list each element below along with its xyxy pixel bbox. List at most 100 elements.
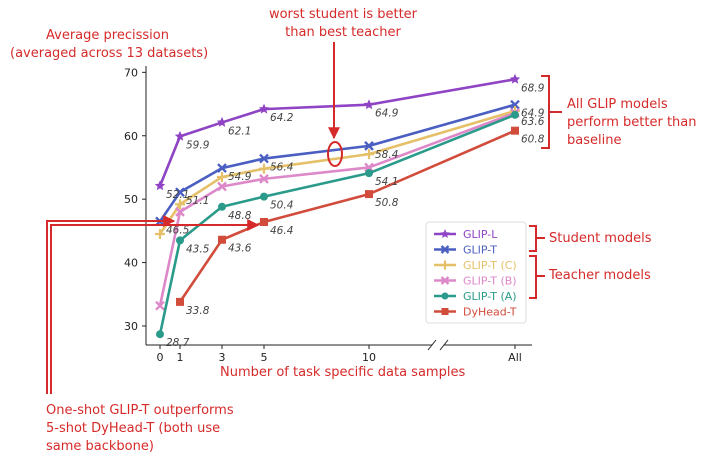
data-point bbox=[509, 73, 521, 84]
annotation-arrow-oneshot bbox=[46, 215, 176, 394]
data-label: 51.1 bbox=[186, 195, 209, 207]
data-point bbox=[365, 190, 373, 199]
data-label: 46.5 bbox=[166, 224, 190, 236]
data-label: 58.4 bbox=[375, 149, 398, 161]
legend-label: GLIP-T (C) bbox=[463, 259, 517, 272]
data-point bbox=[175, 199, 185, 210]
data-point bbox=[176, 297, 184, 306]
data-point bbox=[365, 169, 373, 178]
data-label: 59.9 bbox=[186, 139, 210, 151]
data-point bbox=[259, 163, 269, 174]
series-line-glip-t-a bbox=[158, 113, 516, 335]
chart-series bbox=[154, 73, 521, 339]
data-point bbox=[176, 236, 184, 245]
data-point bbox=[364, 141, 374, 151]
y-axis-title-line1: Average precission bbox=[46, 28, 169, 43]
annotation-arrow-fiveshot bbox=[50, 219, 260, 394]
data-point bbox=[175, 206, 185, 217]
x-axis-break-mark bbox=[427, 339, 437, 351]
data-point bbox=[155, 229, 165, 240]
data-point bbox=[260, 217, 268, 226]
data-point bbox=[259, 153, 269, 164]
data-label: 46.4 bbox=[270, 225, 293, 237]
data-point bbox=[154, 180, 166, 191]
data-label: 33.8 bbox=[186, 305, 210, 317]
data-point bbox=[217, 181, 227, 192]
x-axis-break-mark bbox=[439, 339, 449, 351]
annotation-bracket-teacher bbox=[529, 255, 537, 299]
data-label: 64.9 bbox=[375, 108, 399, 120]
chart-axes: 30 40 50 60 70 0 1 3 5 10 All bbox=[124, 66, 532, 364]
y-tick-label: 30 bbox=[124, 320, 138, 333]
data-point bbox=[174, 130, 186, 141]
annotation-teacher-models: Teacher models bbox=[549, 268, 651, 283]
annotation-bottom-line1: One-shot GLIP-T outperforms bbox=[46, 403, 234, 418]
data-point bbox=[175, 187, 185, 198]
data-label: 52.1 bbox=[166, 189, 189, 201]
legend-swatch-marker bbox=[441, 292, 449, 300]
legend-label: GLIP-L bbox=[463, 228, 498, 241]
legend-box bbox=[425, 221, 527, 324]
annotation-marks bbox=[46, 42, 562, 394]
data-label: 64.2 bbox=[270, 112, 294, 124]
data-point bbox=[217, 171, 227, 182]
data-label: 54.9 bbox=[228, 171, 252, 183]
y-tick-label: 40 bbox=[124, 257, 138, 270]
data-point bbox=[155, 300, 165, 311]
data-point bbox=[216, 116, 228, 127]
x-tick-label: All bbox=[508, 351, 522, 364]
annotation-right-line1: All GLIP models bbox=[567, 97, 668, 112]
data-label: 54.1 bbox=[375, 176, 398, 188]
data-label: 68.9 bbox=[521, 82, 545, 94]
x-axis-title: Number of task specific data samples bbox=[220, 365, 466, 380]
legend-swatch-marker bbox=[440, 229, 450, 238]
series-line-glip-t-b bbox=[158, 111, 516, 306]
data-point bbox=[364, 149, 374, 160]
legend-label: DyHead-T bbox=[463, 306, 517, 319]
x-tick-label: 3 bbox=[219, 351, 226, 364]
data-point bbox=[510, 99, 520, 110]
legend-swatch-marker bbox=[440, 245, 450, 254]
legend-swatch-marker bbox=[441, 308, 449, 315]
x-tick-label: 0 bbox=[157, 351, 164, 364]
annotation-highlight-ellipse bbox=[327, 141, 343, 167]
legend-label: GLIP-T (A) bbox=[463, 290, 517, 303]
annotation-bottom-line2: 5-shot DyHead-T (both use bbox=[46, 421, 221, 436]
annotation-top-line1: worst student is better bbox=[268, 7, 418, 22]
annotation-top-line2: than best teacher bbox=[285, 25, 401, 40]
y-tick-label: 50 bbox=[124, 193, 138, 206]
series-line-glip-l bbox=[158, 78, 516, 187]
data-label: 63.6 bbox=[521, 116, 545, 128]
y-tick-label: 70 bbox=[124, 66, 138, 79]
data-point bbox=[363, 99, 375, 110]
data-label: 60.8 bbox=[521, 134, 545, 146]
data-label: 50.8 bbox=[375, 197, 399, 209]
data-point bbox=[259, 174, 269, 184]
data-point bbox=[156, 330, 164, 339]
data-label: 48.8 bbox=[228, 210, 252, 222]
data-point bbox=[511, 126, 519, 135]
series-line-glip-t bbox=[158, 103, 516, 223]
data-point bbox=[217, 163, 227, 173]
data-label: 62.1 bbox=[228, 125, 251, 137]
data-label: 50.4 bbox=[270, 200, 293, 212]
legend-label: GLIP-T (B) bbox=[463, 275, 517, 288]
data-point bbox=[260, 192, 268, 201]
data-point bbox=[218, 202, 226, 211]
y-axis-title-line2: (averaged across 13 datasets) bbox=[10, 46, 209, 61]
chart-legend: GLIP-L GLIP-T GLIP-T (C) GLIP-T (B) GLIP-T (… bbox=[425, 221, 527, 324]
y-tick-label: 60 bbox=[124, 130, 138, 143]
data-label: 56.4 bbox=[270, 162, 293, 174]
legend-swatch-marker bbox=[440, 260, 450, 270]
annotation-right-line2: perform better than bbox=[567, 115, 697, 130]
data-point bbox=[218, 235, 226, 244]
legend-swatch-marker bbox=[440, 276, 450, 285]
data-label: 43.6 bbox=[228, 243, 252, 255]
annotation-bottom-line3: same backbone) bbox=[46, 439, 154, 454]
x-tick-label: 1 bbox=[177, 351, 184, 364]
data-point bbox=[511, 110, 519, 119]
legend-label: GLIP-T bbox=[463, 244, 497, 257]
annotation-student-models: Student models bbox=[549, 231, 652, 246]
data-point bbox=[258, 103, 270, 114]
